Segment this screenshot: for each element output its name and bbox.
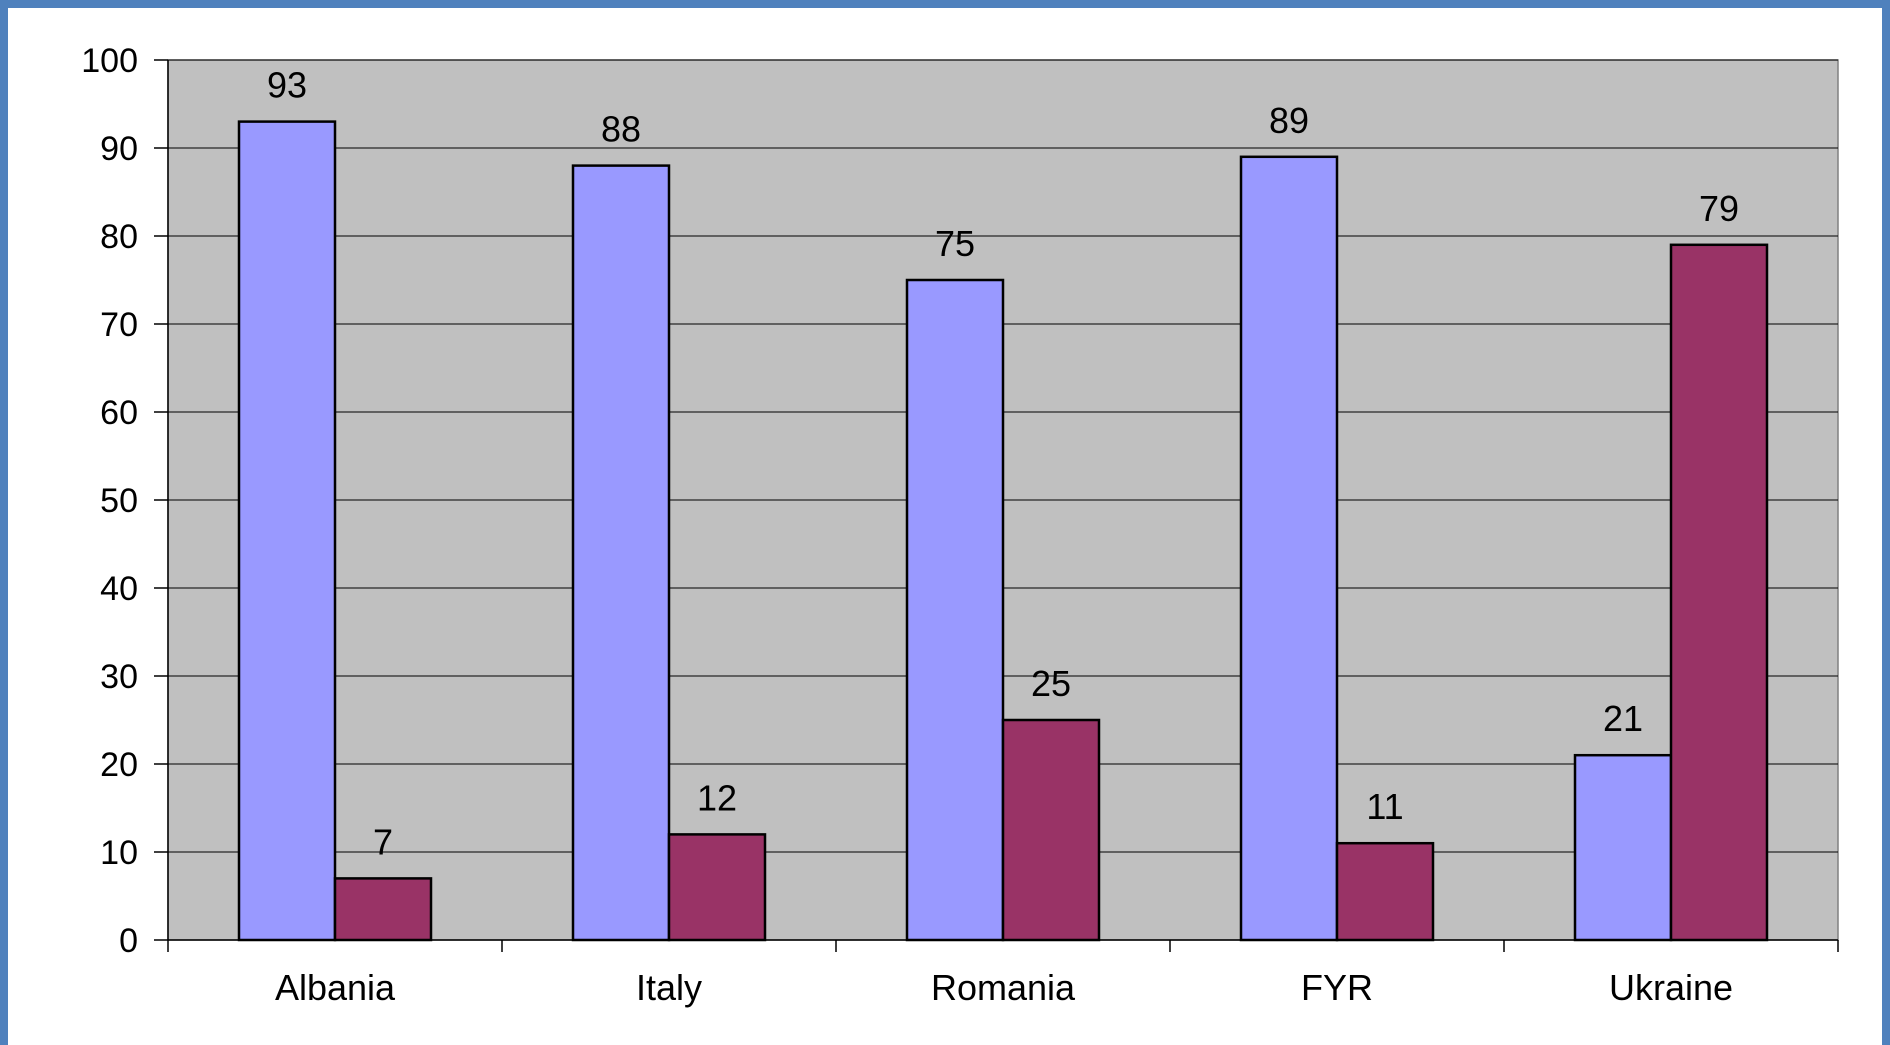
y-tick-label: 20 bbox=[100, 746, 138, 784]
x-tick-label: Romania bbox=[931, 967, 1076, 1008]
bar bbox=[1001, 718, 1101, 942]
bar bbox=[667, 833, 767, 942]
y-tick-label: 90 bbox=[100, 130, 138, 168]
data-label: 93 bbox=[267, 65, 307, 106]
gridlines bbox=[168, 59, 1838, 853]
bar bbox=[1239, 155, 1339, 942]
data-label: 21 bbox=[1603, 698, 1643, 739]
bar bbox=[571, 164, 671, 942]
chart-frame: 0 10 20 30 40 50 60 70 80 90 100 Albania Italy Roman… bbox=[8, 8, 1882, 1045]
bar-chart: 0 10 20 30 40 50 60 70 80 90 100 Albania Italy Roman… bbox=[81, 42, 1839, 1008]
data-label: 12 bbox=[697, 777, 737, 818]
x-tick-label: Ukraine bbox=[1609, 967, 1733, 1008]
data-label: 25 bbox=[1031, 663, 1071, 704]
y-tick-label: 10 bbox=[100, 834, 138, 872]
data-labels: 93 7 88 12 75 25 89 11 21 79 bbox=[267, 65, 1739, 863]
bar bbox=[905, 278, 1005, 942]
bar bbox=[1669, 243, 1769, 942]
x-tick-label: Albania bbox=[275, 967, 396, 1008]
x-axis-ticks: Albania Italy Romania FYR Ukraine bbox=[275, 967, 1733, 1008]
y-tick-label: 0 bbox=[119, 922, 138, 960]
data-label: 75 bbox=[935, 223, 975, 264]
y-tick-label: 60 bbox=[100, 394, 138, 432]
data-label: 79 bbox=[1699, 188, 1739, 229]
bar bbox=[1335, 841, 1435, 942]
data-label: 7 bbox=[373, 821, 393, 862]
data-label: 89 bbox=[1269, 100, 1309, 141]
y-tick-label: 70 bbox=[100, 306, 138, 344]
bar bbox=[1573, 753, 1673, 942]
y-tick-label: 40 bbox=[100, 570, 138, 608]
y-tick-label: 100 bbox=[81, 42, 138, 80]
y-tick-label: 80 bbox=[100, 218, 138, 256]
bar bbox=[237, 120, 337, 942]
data-label: 88 bbox=[601, 109, 641, 150]
x-tick-label: FYR bbox=[1301, 967, 1373, 1008]
x-tick-label: Italy bbox=[636, 967, 702, 1008]
axes bbox=[154, 59, 1839, 952]
y-axis-ticks: 0 10 20 30 40 50 60 70 80 90 100 bbox=[81, 42, 138, 960]
bar bbox=[333, 877, 433, 942]
y-tick-label: 30 bbox=[100, 658, 138, 696]
data-label: 11 bbox=[1366, 786, 1403, 827]
y-tick-label: 50 bbox=[100, 482, 138, 520]
